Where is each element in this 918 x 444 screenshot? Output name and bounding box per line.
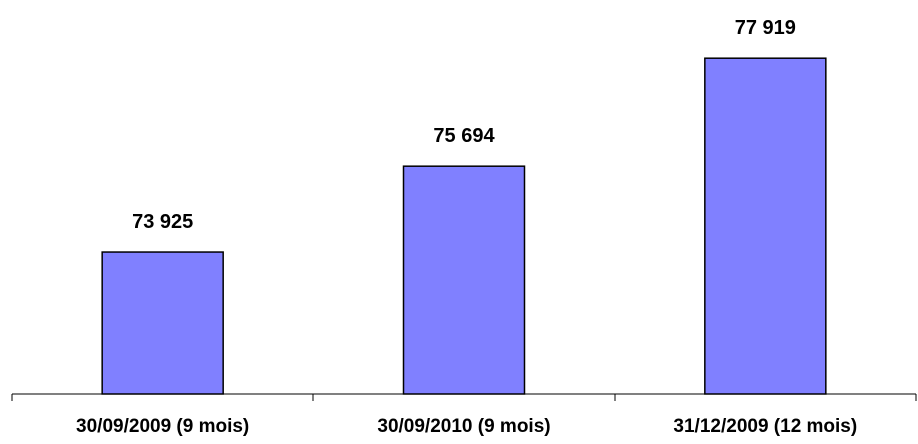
bar-value-label: 73 925 (132, 211, 193, 233)
bar-value-label: 75 694 (433, 125, 495, 147)
x-tick-label: 30/09/2010 (9 mois) (377, 416, 550, 437)
category-labels-group: 30/09/2009 (9 mois) 30/09/2010 (9 mois) 31… (76, 416, 857, 437)
value-labels-group: 73 925 75 694 77 919 (132, 17, 796, 233)
bars-group (101, 57, 827, 395)
bar (704, 57, 827, 395)
bar-value-label: 77 919 (735, 17, 796, 39)
bar (402, 165, 526, 395)
x-tick-label: 31/12/2009 (12 mois) (673, 416, 857, 437)
x-tick-label: 30/09/2009 (9 mois) (76, 416, 249, 437)
bar (101, 251, 224, 395)
x-axis (11, 393, 917, 401)
